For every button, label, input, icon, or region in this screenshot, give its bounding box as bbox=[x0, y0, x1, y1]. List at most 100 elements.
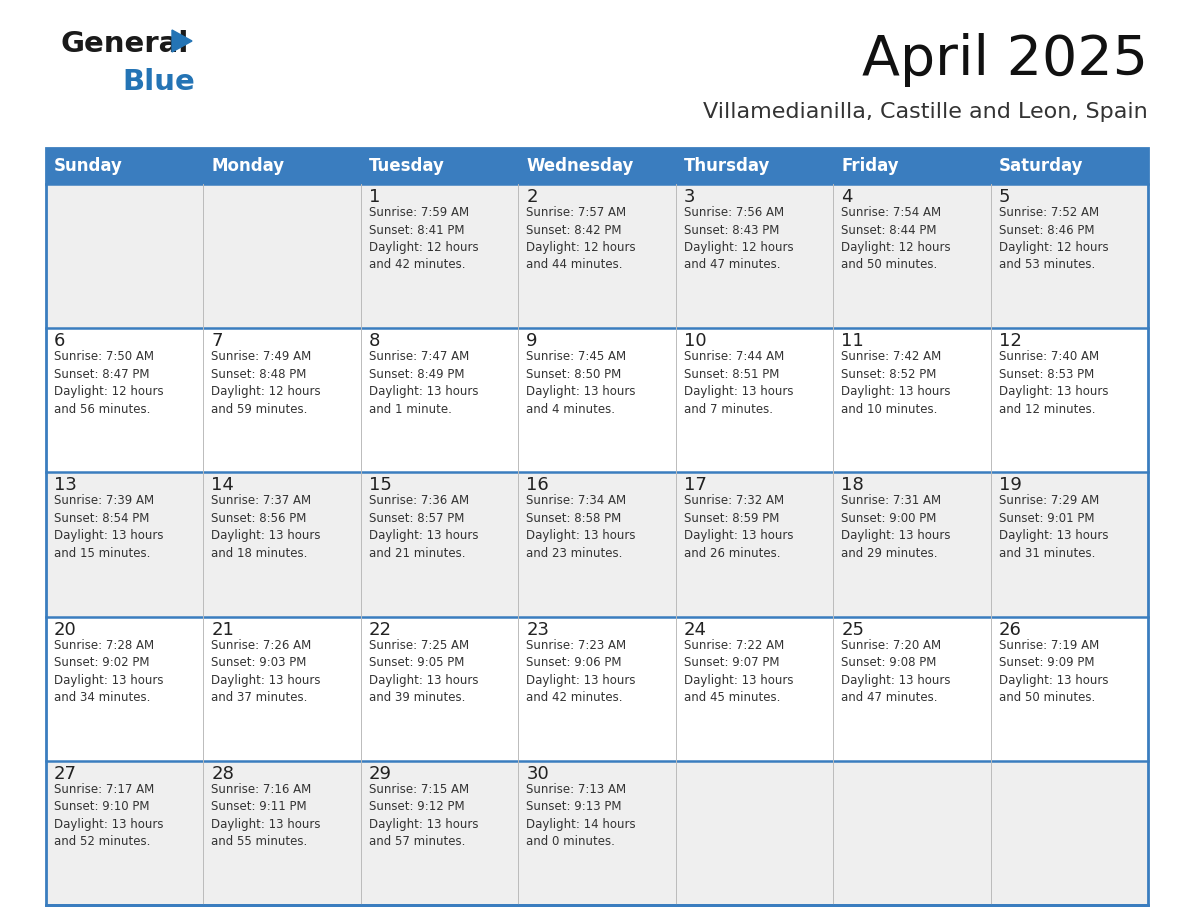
Text: Sunrise: 7:47 AM: Sunrise: 7:47 AM bbox=[368, 350, 469, 364]
Text: Sunrise: 7:31 AM: Sunrise: 7:31 AM bbox=[841, 495, 941, 508]
Text: Daylight: 12 hours: Daylight: 12 hours bbox=[999, 241, 1108, 254]
Text: 18: 18 bbox=[841, 476, 864, 495]
Text: Daylight: 13 hours: Daylight: 13 hours bbox=[211, 530, 321, 543]
Text: 19: 19 bbox=[999, 476, 1022, 495]
Text: Daylight: 13 hours: Daylight: 13 hours bbox=[211, 818, 321, 831]
Text: and 1 minute.: and 1 minute. bbox=[368, 403, 451, 416]
Text: and 26 minutes.: and 26 minutes. bbox=[684, 547, 781, 560]
Text: Sunset: 8:49 PM: Sunset: 8:49 PM bbox=[368, 368, 465, 381]
Text: Sunset: 9:09 PM: Sunset: 9:09 PM bbox=[999, 656, 1094, 669]
Text: 26: 26 bbox=[999, 621, 1022, 639]
Text: and 15 minutes.: and 15 minutes. bbox=[53, 547, 151, 560]
Text: Daylight: 12 hours: Daylight: 12 hours bbox=[526, 241, 636, 254]
Bar bbox=[46, 148, 1148, 905]
Text: Daylight: 13 hours: Daylight: 13 hours bbox=[999, 530, 1108, 543]
Text: 21: 21 bbox=[211, 621, 234, 639]
Text: Sunrise: 7:23 AM: Sunrise: 7:23 AM bbox=[526, 639, 626, 652]
Text: Sunrise: 7:22 AM: Sunrise: 7:22 AM bbox=[684, 639, 784, 652]
Text: Sunset: 9:05 PM: Sunset: 9:05 PM bbox=[368, 656, 465, 669]
Text: Sunrise: 7:37 AM: Sunrise: 7:37 AM bbox=[211, 495, 311, 508]
Text: Sunrise: 7:54 AM: Sunrise: 7:54 AM bbox=[841, 206, 941, 219]
Bar bbox=[46, 473, 1148, 617]
Text: and 29 minutes.: and 29 minutes. bbox=[841, 547, 937, 560]
Text: Sunrise: 7:50 AM: Sunrise: 7:50 AM bbox=[53, 350, 154, 364]
Text: Daylight: 14 hours: Daylight: 14 hours bbox=[526, 818, 636, 831]
Text: Sunrise: 7:19 AM: Sunrise: 7:19 AM bbox=[999, 639, 1099, 652]
Text: 4: 4 bbox=[841, 188, 853, 206]
Text: Daylight: 13 hours: Daylight: 13 hours bbox=[526, 530, 636, 543]
Text: Sunrise: 7:29 AM: Sunrise: 7:29 AM bbox=[999, 495, 1099, 508]
Text: Sunset: 8:42 PM: Sunset: 8:42 PM bbox=[526, 223, 621, 237]
Text: Sunset: 8:50 PM: Sunset: 8:50 PM bbox=[526, 368, 621, 381]
Polygon shape bbox=[172, 30, 192, 52]
Text: 12: 12 bbox=[999, 332, 1022, 350]
Text: and 47 minutes.: and 47 minutes. bbox=[684, 259, 781, 272]
Text: Sunset: 8:51 PM: Sunset: 8:51 PM bbox=[684, 368, 779, 381]
Text: Monday: Monday bbox=[211, 157, 285, 175]
Text: Sunrise: 7:44 AM: Sunrise: 7:44 AM bbox=[684, 350, 784, 364]
Text: and 31 minutes.: and 31 minutes. bbox=[999, 547, 1095, 560]
Text: Sunrise: 7:13 AM: Sunrise: 7:13 AM bbox=[526, 783, 626, 796]
Text: 3: 3 bbox=[684, 188, 695, 206]
Text: 29: 29 bbox=[368, 765, 392, 783]
Text: Sunset: 8:58 PM: Sunset: 8:58 PM bbox=[526, 512, 621, 525]
Text: 22: 22 bbox=[368, 621, 392, 639]
Text: 7: 7 bbox=[211, 332, 223, 350]
Text: Sunset: 9:02 PM: Sunset: 9:02 PM bbox=[53, 656, 150, 669]
Bar bbox=[46, 617, 1148, 761]
Text: and 57 minutes.: and 57 minutes. bbox=[368, 835, 466, 848]
Bar bbox=[46, 184, 1148, 329]
Text: and 4 minutes.: and 4 minutes. bbox=[526, 403, 615, 416]
Text: Daylight: 13 hours: Daylight: 13 hours bbox=[684, 674, 794, 687]
Text: and 37 minutes.: and 37 minutes. bbox=[211, 691, 308, 704]
Text: 28: 28 bbox=[211, 765, 234, 783]
Text: and 0 minutes.: and 0 minutes. bbox=[526, 835, 615, 848]
Text: and 47 minutes.: and 47 minutes. bbox=[841, 691, 937, 704]
Text: Sunset: 8:57 PM: Sunset: 8:57 PM bbox=[368, 512, 465, 525]
Bar bbox=[46, 329, 1148, 473]
Text: 25: 25 bbox=[841, 621, 864, 639]
Text: Daylight: 13 hours: Daylight: 13 hours bbox=[368, 818, 479, 831]
Text: and 59 minutes.: and 59 minutes. bbox=[211, 403, 308, 416]
Text: Sunset: 8:53 PM: Sunset: 8:53 PM bbox=[999, 368, 1094, 381]
Text: Daylight: 13 hours: Daylight: 13 hours bbox=[999, 674, 1108, 687]
Text: Daylight: 13 hours: Daylight: 13 hours bbox=[841, 530, 950, 543]
Text: Sunset: 9:08 PM: Sunset: 9:08 PM bbox=[841, 656, 936, 669]
Text: Sunset: 8:44 PM: Sunset: 8:44 PM bbox=[841, 223, 936, 237]
Text: Sunrise: 7:17 AM: Sunrise: 7:17 AM bbox=[53, 783, 154, 796]
Text: Sunset: 9:03 PM: Sunset: 9:03 PM bbox=[211, 656, 307, 669]
Text: Sunrise: 7:36 AM: Sunrise: 7:36 AM bbox=[368, 495, 469, 508]
Text: Sunrise: 7:28 AM: Sunrise: 7:28 AM bbox=[53, 639, 154, 652]
Text: Sunrise: 7:34 AM: Sunrise: 7:34 AM bbox=[526, 495, 626, 508]
Text: Villamedianilla, Castille and Leon, Spain: Villamedianilla, Castille and Leon, Spai… bbox=[703, 102, 1148, 122]
Text: Daylight: 13 hours: Daylight: 13 hours bbox=[684, 386, 794, 398]
Text: Sunset: 9:00 PM: Sunset: 9:00 PM bbox=[841, 512, 936, 525]
Text: Sunset: 8:59 PM: Sunset: 8:59 PM bbox=[684, 512, 779, 525]
Text: Blue: Blue bbox=[122, 68, 195, 96]
Text: Sunset: 8:41 PM: Sunset: 8:41 PM bbox=[368, 223, 465, 237]
Text: Wednesday: Wednesday bbox=[526, 157, 633, 175]
Text: Daylight: 12 hours: Daylight: 12 hours bbox=[841, 241, 950, 254]
Text: and 44 minutes.: and 44 minutes. bbox=[526, 259, 623, 272]
Text: 9: 9 bbox=[526, 332, 538, 350]
Text: 23: 23 bbox=[526, 621, 549, 639]
Text: and 7 minutes.: and 7 minutes. bbox=[684, 403, 772, 416]
Text: and 10 minutes.: and 10 minutes. bbox=[841, 403, 937, 416]
Text: 15: 15 bbox=[368, 476, 392, 495]
Text: 27: 27 bbox=[53, 765, 77, 783]
Text: Sunset: 8:46 PM: Sunset: 8:46 PM bbox=[999, 223, 1094, 237]
Text: 30: 30 bbox=[526, 765, 549, 783]
Text: and 39 minutes.: and 39 minutes. bbox=[368, 691, 466, 704]
Text: Daylight: 13 hours: Daylight: 13 hours bbox=[53, 530, 164, 543]
Text: Sunrise: 7:26 AM: Sunrise: 7:26 AM bbox=[211, 639, 311, 652]
Text: and 23 minutes.: and 23 minutes. bbox=[526, 547, 623, 560]
Text: Daylight: 13 hours: Daylight: 13 hours bbox=[841, 674, 950, 687]
Text: Sunset: 9:06 PM: Sunset: 9:06 PM bbox=[526, 656, 621, 669]
Text: General: General bbox=[61, 30, 189, 58]
Text: 14: 14 bbox=[211, 476, 234, 495]
Text: 16: 16 bbox=[526, 476, 549, 495]
Text: Sunset: 9:10 PM: Sunset: 9:10 PM bbox=[53, 800, 150, 813]
Text: Friday: Friday bbox=[841, 157, 899, 175]
Text: Daylight: 12 hours: Daylight: 12 hours bbox=[684, 241, 794, 254]
Text: 5: 5 bbox=[999, 188, 1010, 206]
